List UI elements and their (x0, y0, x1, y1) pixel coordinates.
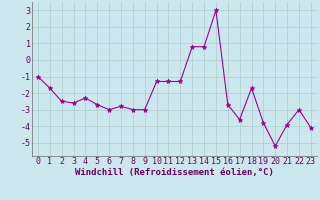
X-axis label: Windchill (Refroidissement éolien,°C): Windchill (Refroidissement éolien,°C) (75, 168, 274, 177)
